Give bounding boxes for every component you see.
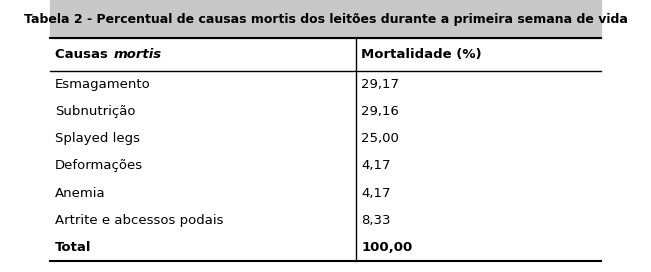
Text: Mortalidade (%): Mortalidade (%)	[361, 48, 482, 61]
Bar	[49, 0, 602, 38]
Text: 25,00: 25,00	[361, 132, 399, 145]
Text: Artrite e abcessos podais: Artrite e abcessos podais	[55, 214, 224, 227]
Text: Tabela 2 - Percentual de causas mortis dos leitões durante a primeira semana de : Tabela 2 - Percentual de causas mortis d…	[23, 13, 628, 26]
Text: 8,33: 8,33	[361, 214, 391, 227]
Text: Splayed legs: Splayed legs	[55, 132, 140, 145]
Text: 29,17: 29,17	[361, 78, 399, 91]
Text: Total: Total	[55, 241, 92, 254]
Text: 100,00: 100,00	[361, 241, 413, 254]
Text: Deformações: Deformações	[55, 159, 143, 172]
Text: Causas: Causas	[55, 48, 113, 61]
Text: Subnutrição: Subnutrição	[55, 105, 135, 118]
Text: 29,16: 29,16	[361, 105, 399, 118]
Text: Anemia: Anemia	[55, 187, 106, 200]
Text: Esmagamento: Esmagamento	[55, 78, 151, 91]
Text: 4,17: 4,17	[361, 159, 391, 172]
Text: mortis: mortis	[113, 48, 161, 61]
Text: 4,17: 4,17	[361, 187, 391, 200]
